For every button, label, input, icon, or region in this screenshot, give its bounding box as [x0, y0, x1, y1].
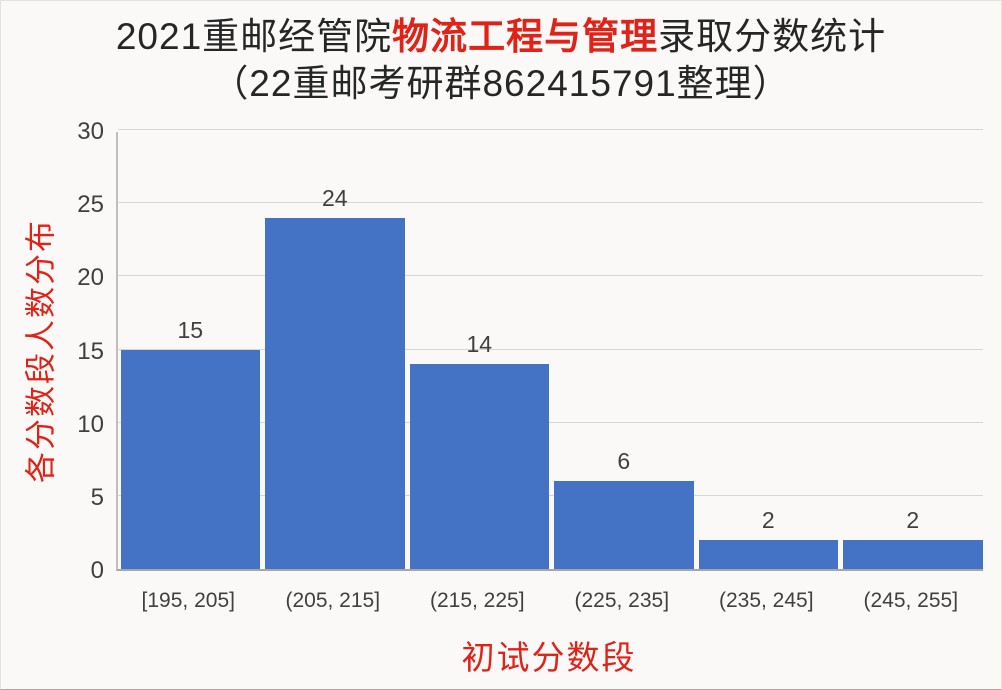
gridline-y5: [118, 494, 983, 496]
data-label: 24: [321, 184, 348, 211]
y-tick-label-5: 5: [90, 483, 104, 511]
gridline-y10: [118, 421, 983, 423]
data-label: 14: [466, 331, 493, 358]
gridline-y15: [118, 348, 983, 350]
x-category-label: (215, 225]: [429, 589, 525, 612]
gridline-y30: [118, 129, 983, 130]
bar-(225, 235]: [554, 481, 694, 569]
chart-title-line1: 2021重邮经管院物流工程与管理录取分数统计: [1, 13, 1001, 60]
y-tick-label-15: 15: [77, 337, 104, 365]
x-category-label: (205, 215]: [285, 589, 381, 612]
chart-title: 2021重邮经管院物流工程与管理录取分数统计 （22重邮考研群862415791…: [1, 13, 1001, 107]
y-tick-label-20: 20: [77, 264, 104, 292]
y-tick-label-30: 30: [77, 118, 104, 145]
data-label: 15: [177, 316, 204, 343]
bar-(205, 215]: [265, 217, 405, 569]
chart-title-prefix: 2021重邮经管院: [115, 16, 393, 57]
bar-[195, 205]: [120, 349, 260, 569]
gridline-y20: [118, 275, 983, 277]
chart-subtitle: （22重邮考研群862415791整理）: [211, 63, 791, 104]
plot-area: 15 24 14 6 2 2: [116, 129, 983, 571]
x-category-label: (235, 245]: [718, 589, 814, 612]
bar-(215, 225]: [409, 364, 549, 569]
y-tick-label-25: 25: [77, 191, 104, 219]
chart-title-highlight: 物流工程与管理: [392, 16, 659, 57]
x-category-label: [195, 205]: [141, 589, 235, 612]
x-category-label: (245, 255]: [863, 589, 959, 612]
bar-(245, 255]: [843, 539, 983, 569]
data-label: 2: [906, 506, 920, 533]
x-category-label: (225, 235]: [574, 589, 670, 612]
bar-(235, 245]: [698, 539, 838, 569]
y-tick-label-0: 0: [90, 557, 104, 584]
y-axis-title: 各分数段人数分布: [23, 219, 59, 483]
x-axis-title: 初试分数段: [461, 639, 637, 676]
chart-title-suffix: 录取分数统计: [658, 16, 887, 57]
data-label: 6: [617, 448, 631, 475]
gridline-y25: [118, 202, 983, 204]
data-label: 2: [761, 506, 775, 533]
y-tick-label-10: 10: [77, 410, 104, 438]
